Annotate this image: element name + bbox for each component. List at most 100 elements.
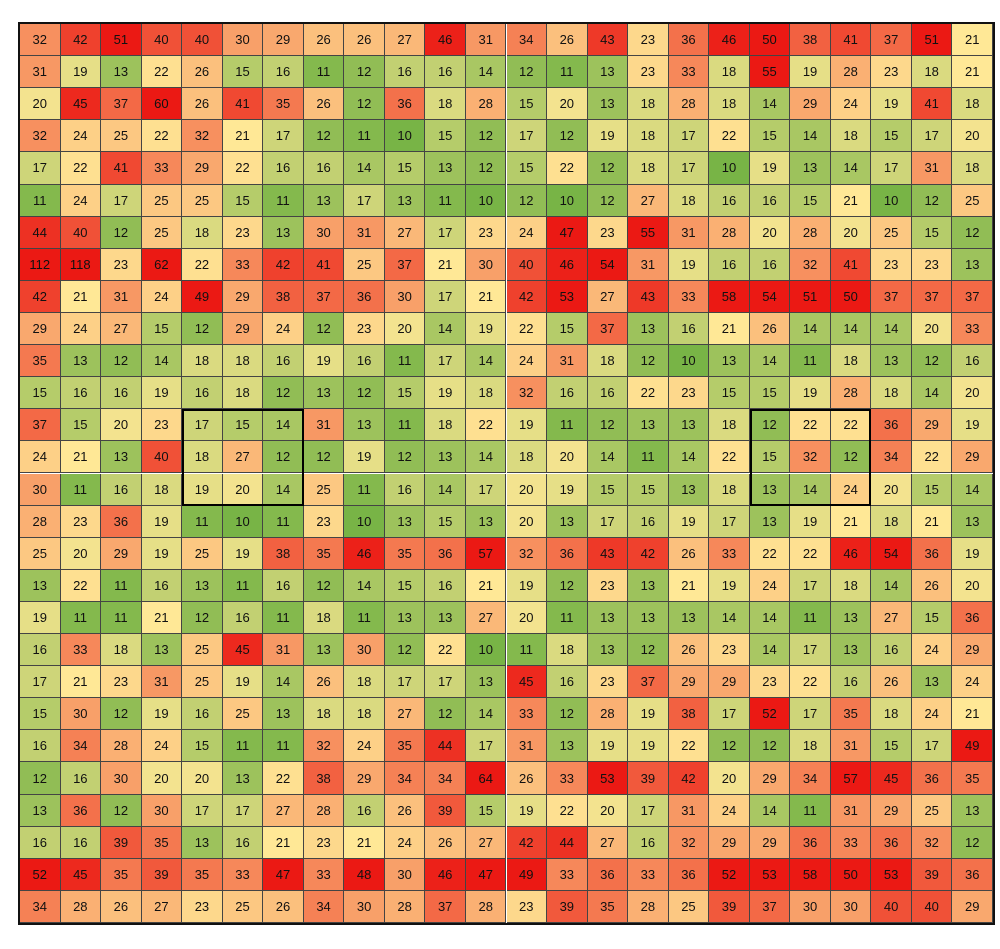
cell: 21 — [465, 569, 507, 602]
cell: 24 — [344, 730, 385, 763]
cell: 17 — [425, 216, 466, 249]
cell: 19 — [506, 569, 548, 602]
cell: 35 — [303, 537, 345, 570]
cell: 32 — [911, 826, 953, 859]
cell: 21 — [60, 666, 102, 699]
cell: 16 — [263, 345, 304, 378]
cell: 37 — [628, 666, 669, 699]
cell: 23 — [871, 248, 912, 281]
cell: 11 — [222, 569, 264, 602]
cell: 15 — [20, 377, 61, 410]
cell: 14 — [141, 345, 183, 378]
cell: 20 — [952, 569, 993, 602]
cell: 11 — [344, 120, 385, 153]
cell: 19 — [668, 248, 710, 281]
cell: 22 — [60, 152, 102, 185]
cell: 26 — [263, 890, 304, 923]
cell: 13 — [952, 505, 993, 538]
cell: 28 — [101, 730, 142, 763]
cell: 28 — [465, 88, 507, 121]
cell: 52 — [20, 858, 61, 891]
cell: 26 — [425, 826, 466, 859]
cell: 10 — [668, 345, 710, 378]
cell: 18 — [871, 377, 912, 410]
cell: 27 — [222, 441, 264, 474]
cell: 13 — [628, 601, 669, 635]
cell: 13 — [425, 441, 466, 474]
cell: 28 — [587, 698, 629, 731]
cell: 17 — [628, 794, 669, 827]
cell: 48 — [344, 858, 385, 891]
cell: 23 — [101, 666, 142, 699]
cell: 16 — [20, 634, 61, 667]
cell: 19 — [628, 730, 669, 763]
cell: 27 — [628, 184, 669, 217]
cell: 21 — [222, 120, 264, 153]
cell: 37 — [871, 24, 912, 57]
cell: 24 — [506, 345, 548, 378]
cell: 17 — [668, 152, 710, 185]
cell: 16 — [182, 698, 223, 731]
cell: 24 — [384, 826, 426, 859]
cell: 30 — [344, 890, 385, 923]
highlight-box — [749, 409, 872, 506]
cell: 12 — [263, 377, 304, 410]
cell: 18 — [709, 409, 750, 442]
cell: 17 — [871, 152, 912, 185]
cell: 55 — [628, 216, 669, 249]
cell: 16 — [263, 56, 304, 89]
cell: 13 — [141, 634, 183, 667]
cell: 11 — [425, 184, 466, 217]
cell: 24 — [911, 634, 953, 667]
cell: 36 — [871, 826, 912, 859]
cell: 21 — [709, 312, 750, 346]
cell: 21 — [465, 280, 507, 313]
cell: 11 — [182, 505, 223, 538]
cell: 14 — [871, 312, 912, 346]
cell: 12 — [263, 441, 304, 474]
cell: 22 — [141, 56, 183, 89]
cell: 11 — [101, 569, 142, 602]
cell: 17 — [465, 473, 507, 506]
cell: 47 — [547, 216, 588, 249]
cell: 15 — [871, 120, 912, 153]
cell: 17 — [790, 634, 831, 667]
cell: 13 — [668, 473, 710, 506]
cell: 28 — [628, 890, 669, 923]
cell: 16 — [830, 666, 872, 699]
cell: 24 — [20, 441, 61, 474]
cell: 21 — [60, 280, 102, 313]
cell: 28 — [303, 794, 345, 827]
cell: 11 — [263, 601, 304, 635]
cell: 11 — [547, 601, 588, 635]
cell: 23 — [101, 248, 142, 281]
cell: 15 — [384, 377, 426, 410]
cell: 20 — [547, 88, 588, 121]
cell: 17 — [506, 120, 548, 153]
cell: 17 — [101, 184, 142, 217]
cell: 17 — [344, 184, 385, 217]
cell: 13 — [263, 216, 304, 249]
cell: 16 — [749, 248, 791, 281]
cell: 16 — [668, 312, 710, 346]
cell: 20 — [547, 441, 588, 474]
cell: 20 — [141, 762, 183, 795]
cell: 15 — [425, 505, 466, 538]
cell: 20 — [952, 377, 993, 410]
cell: 22 — [465, 409, 507, 442]
cell: 12 — [628, 634, 669, 667]
cell: 14 — [830, 312, 872, 346]
cell: 34 — [425, 762, 466, 795]
cell: 17 — [425, 666, 466, 699]
cell: 29 — [344, 762, 385, 795]
cell: 37 — [303, 280, 345, 313]
cell: 18 — [668, 184, 710, 217]
cell: 40 — [141, 441, 183, 474]
cell: 13 — [465, 666, 507, 699]
cell: 12 — [749, 409, 791, 442]
cell: 30 — [20, 473, 61, 506]
cell: 35 — [101, 858, 142, 891]
cell: 23 — [911, 248, 953, 281]
cell: 32 — [790, 248, 831, 281]
cell: 13 — [425, 152, 466, 185]
